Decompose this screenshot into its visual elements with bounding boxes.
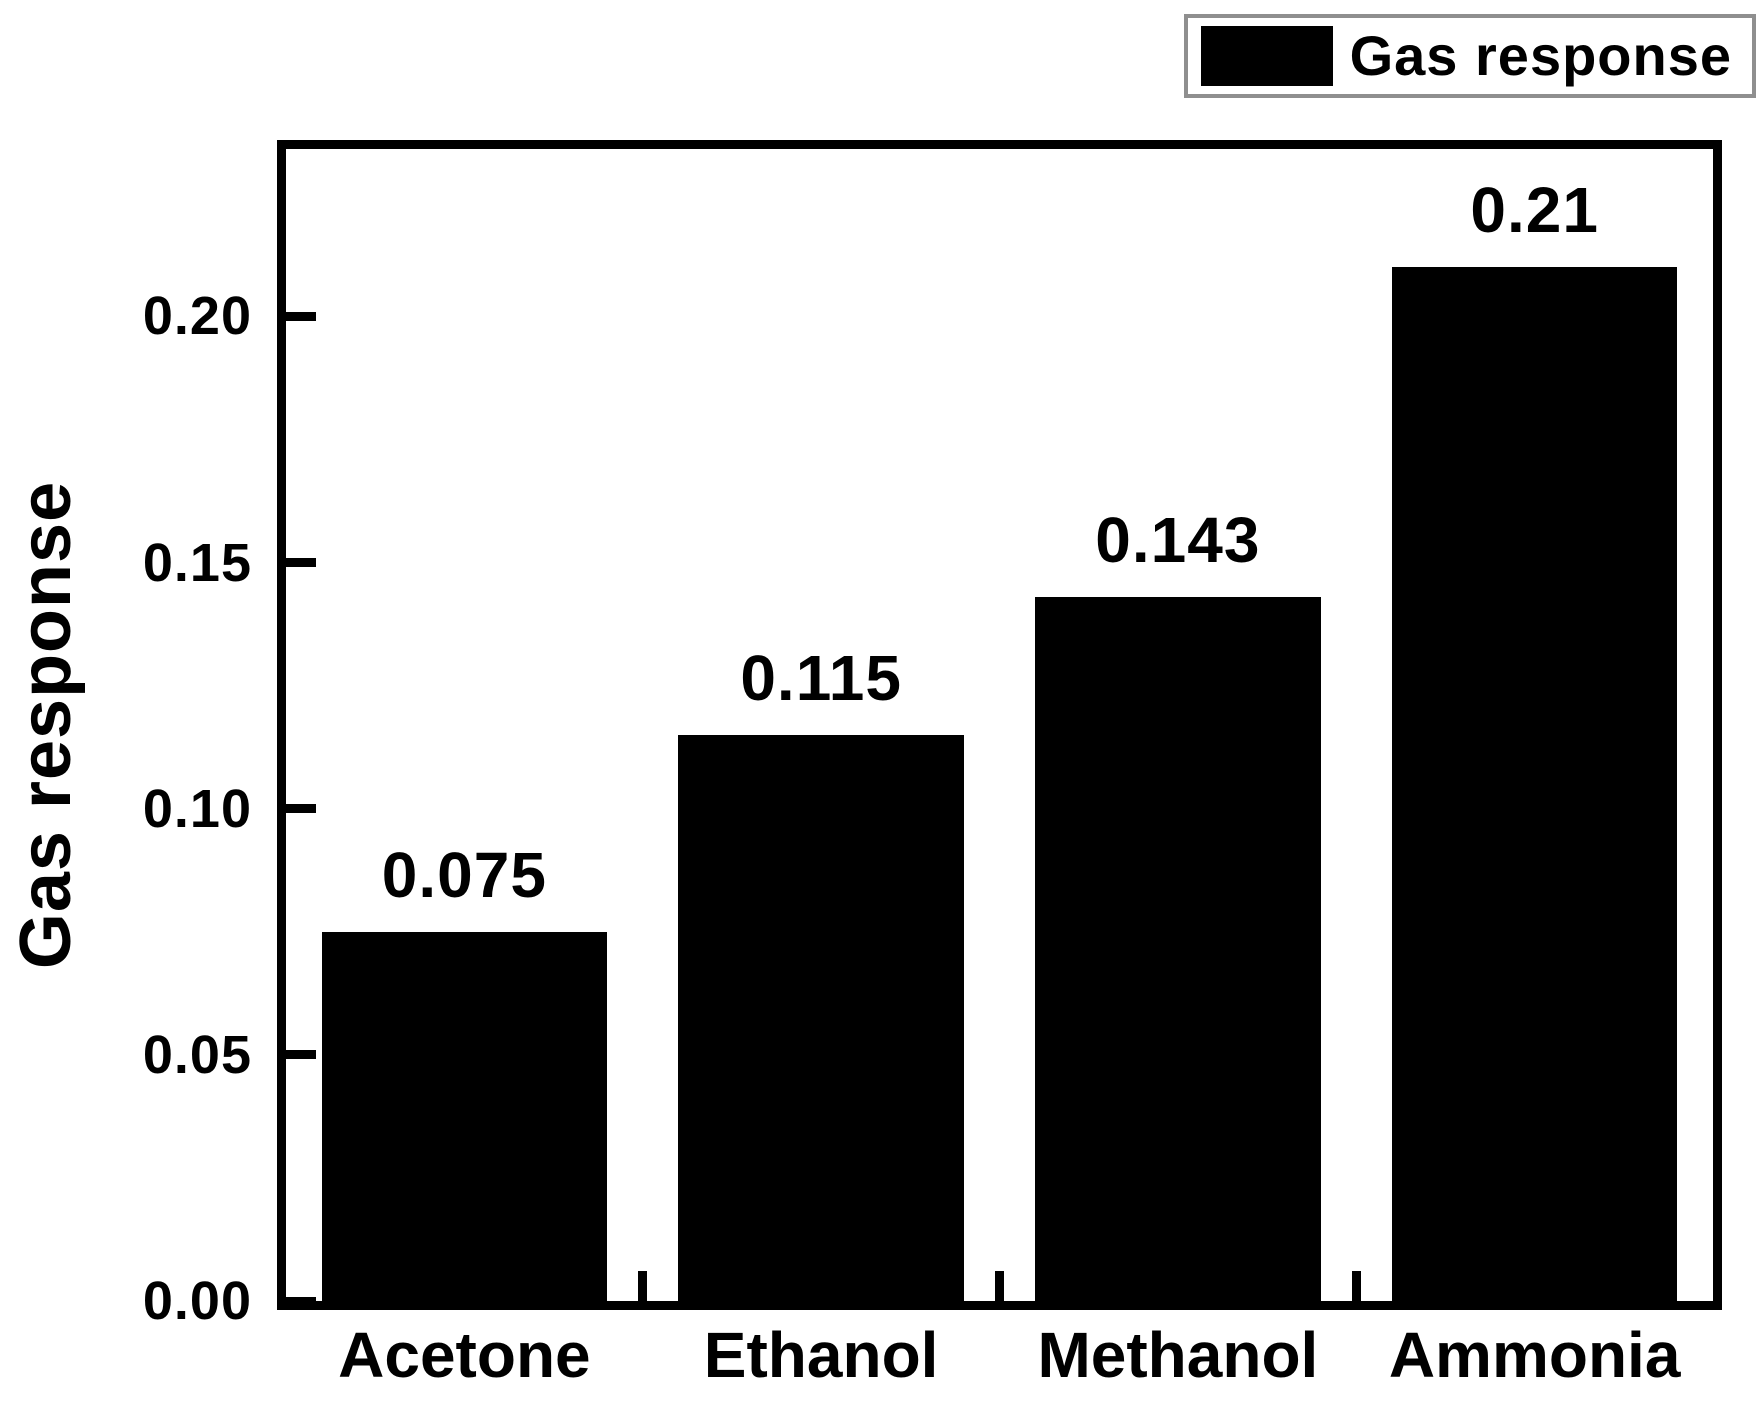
- x-category-label-methanol: Methanol: [1037, 1319, 1319, 1391]
- x-category-label-ethanol: Ethanol: [703, 1319, 939, 1391]
- x-tick-mark: [1351, 1271, 1361, 1301]
- y-tick-label: 0.10: [142, 778, 252, 839]
- y-tick-mark: [286, 1296, 316, 1301]
- bar-value-label: 0.143: [1095, 504, 1261, 576]
- y-tick-mark: [286, 1050, 316, 1060]
- bar-methanol: [1035, 597, 1321, 1301]
- y-tick-label: 0.00: [142, 1271, 252, 1331]
- y-tick-label: 0.20: [142, 286, 252, 347]
- x-category-label-acetone: Acetone: [338, 1319, 591, 1391]
- legend-label: Gas response: [1349, 24, 1732, 87]
- bar-value-label: 0.115: [740, 641, 902, 714]
- y-tick-label: 0.05: [142, 1024, 252, 1085]
- x-category-label-ammonia: Ammonia: [1388, 1319, 1681, 1391]
- bar-value-label: 0.075: [381, 838, 547, 911]
- legend: Gas response: [1183, 14, 1756, 98]
- y-tick-mark: [286, 804, 316, 814]
- bar-slot-acetone: 0.075: [286, 149, 643, 1301]
- bar-slot-ammonia: 0.21: [1356, 149, 1713, 1301]
- plot-area: 0.075 0.115 0.143 0.21: [277, 140, 1722, 1310]
- bar-ethanol: [678, 734, 964, 1301]
- y-tick-mark: [286, 311, 316, 321]
- bar-acetone: [321, 931, 608, 1301]
- bar-value-label: 0.21: [1470, 174, 1599, 247]
- y-tick-label: 0.15: [142, 532, 252, 593]
- legend-swatch-icon: [1200, 26, 1333, 86]
- bar-ammonia: [1391, 267, 1678, 1301]
- x-category-labels: Acetone Ethanol Methanol Ammonia: [286, 1320, 1713, 1390]
- bar-slot-methanol: 0.143: [1000, 149, 1357, 1301]
- bar-slot-ethanol: 0.115: [643, 149, 1000, 1301]
- y-tick-mark: [286, 558, 316, 568]
- x-tick-mark: [638, 1271, 648, 1301]
- bars-container: 0.075 0.115 0.143 0.21: [286, 149, 1713, 1301]
- x-tick-mark: [995, 1271, 1004, 1301]
